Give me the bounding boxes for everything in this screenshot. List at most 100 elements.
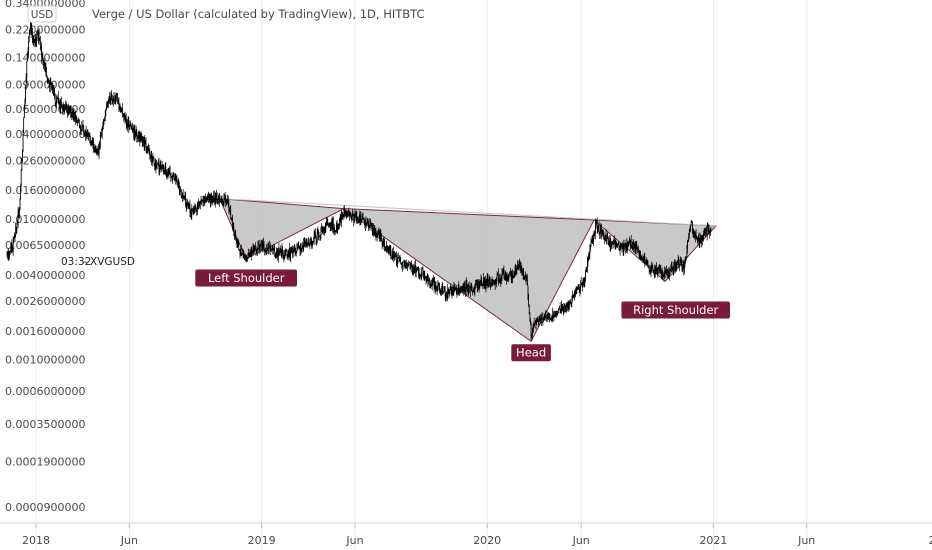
candle-body [550,319,552,321]
candle-body [19,208,20,215]
candle-body [296,248,298,251]
candle-body [355,212,356,214]
last-price-label: 03:32 - XVGUSD [58,254,136,268]
candle-body [656,267,657,271]
candle-body [133,128,135,136]
candle-body [231,217,233,220]
candle-body [122,107,123,116]
candle-body [603,234,605,240]
candle-body [41,46,42,58]
candle-body [684,264,685,272]
candle-body [659,266,660,272]
candle-body [563,303,565,311]
candle-body [263,243,264,247]
candle-body [320,228,322,236]
candle-body [511,274,513,281]
candle-body [243,256,245,258]
candle-body [219,201,221,203]
candle-body [137,135,139,139]
candle-body [420,275,421,276]
candle-body [347,212,348,217]
candle-body [252,247,254,252]
candle-body [695,233,696,238]
candle-body [485,280,486,287]
candle-body [222,199,224,205]
candle-body [328,224,329,227]
candle-body [50,81,52,84]
candle-body [11,244,13,248]
price-axis[interactable]: 0.3400000000 0.2200000000 0.1400000000 0.09… [5,0,85,514]
candle-body [512,277,514,279]
candle-body [543,317,545,319]
candle-body [345,211,347,216]
candle-body [505,274,507,276]
candle-body [107,102,109,104]
candle-body [442,287,444,293]
annotation-label[interactable]: Right Shoulder [621,301,730,319]
candle-body [290,247,292,253]
candle-body [323,229,324,231]
candle-body [336,225,338,231]
candle-body [193,206,195,213]
candle-body [568,306,570,308]
candle-body [477,284,479,288]
candle-body [475,283,476,286]
candle-body [616,241,617,245]
candle-body [508,275,510,277]
candle-body [98,145,100,156]
candle-body [506,275,508,281]
candle-body [430,284,431,286]
candle-body [470,284,472,291]
candle-body [570,301,571,304]
candle-body [399,258,401,261]
candle-body [328,224,330,226]
annotation-label[interactable]: Head [511,344,551,362]
candle-body [454,288,456,290]
candle-body [608,237,609,245]
candle-body [91,140,93,144]
currency-badge[interactable]: USD [27,5,57,23]
candle-body [658,267,660,269]
candle-body [418,269,419,276]
candle-body [28,40,29,53]
candle-body [587,259,589,262]
candle-body [447,288,449,297]
candle-body [83,132,85,133]
candle-body [287,252,289,256]
neckline [219,198,716,227]
candle-body [206,198,208,200]
candle-body [157,163,159,165]
candle-body [9,250,11,252]
candle-body [342,214,343,216]
candle-body [579,290,581,292]
time-axis[interactable]: 2018 Jun 2019 Jun 2020 Jun 2021 Jun 202 [22,0,932,550]
candle-body [678,259,680,267]
candle-body [96,149,97,152]
candle-body [345,212,347,217]
candle-body [331,221,333,228]
candle-body [407,263,408,266]
candle-body [527,285,529,300]
candle-body [59,101,61,110]
candle-body [122,114,124,118]
candle-body [14,234,16,238]
candle-body [633,241,635,249]
candle-body [675,264,677,270]
candle-body [586,262,588,272]
candle-body [301,248,303,249]
candle-body [697,238,699,242]
candle-body [700,237,702,244]
annotation-label[interactable]: Left Shoulder [195,269,297,287]
candle-body [295,251,297,253]
candle-body [95,147,96,152]
candle-body [610,242,612,248]
candle-body [548,313,550,318]
candle-body [516,268,518,271]
candle-body [495,279,497,284]
candle-body [501,277,502,280]
candle-body [504,276,505,280]
candle-body [701,237,703,241]
candle-body [596,221,597,223]
candle-body [211,198,213,203]
